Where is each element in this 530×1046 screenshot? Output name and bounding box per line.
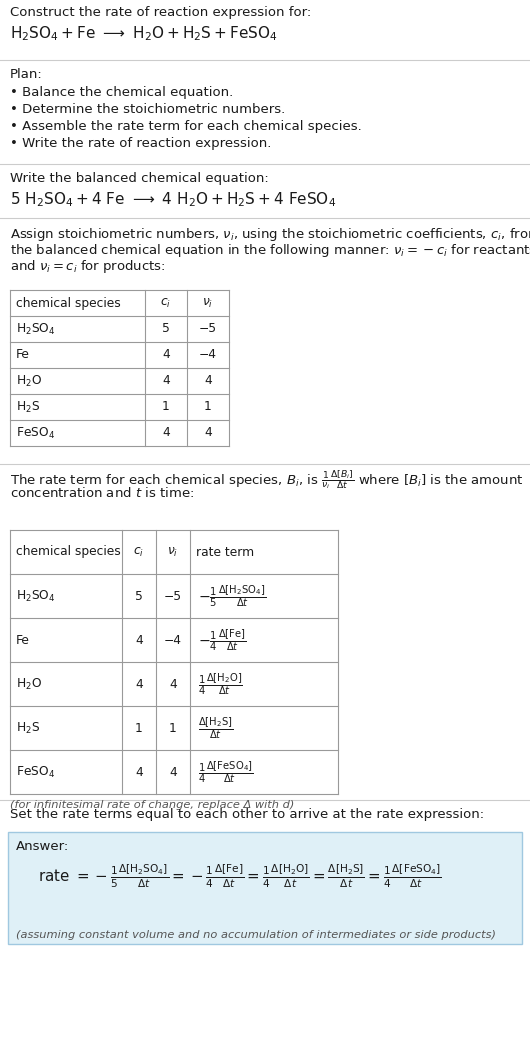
Text: (assuming constant volume and no accumulation of intermediates or side products): (assuming constant volume and no accumul… xyxy=(16,930,496,940)
Text: 4: 4 xyxy=(162,348,170,362)
Text: chemical species: chemical species xyxy=(16,546,121,559)
Text: 1: 1 xyxy=(135,722,143,734)
Text: Fe: Fe xyxy=(16,634,30,646)
Text: (for infinitesimal rate of change, replace Δ with d): (for infinitesimal rate of change, repla… xyxy=(10,800,294,810)
Text: $\mathrm{H_2SO_4}$: $\mathrm{H_2SO_4}$ xyxy=(16,321,56,337)
Text: $c_i$: $c_i$ xyxy=(134,545,145,559)
Text: 5: 5 xyxy=(135,590,143,602)
Text: 1: 1 xyxy=(162,401,170,413)
Text: −5: −5 xyxy=(164,590,182,602)
Text: • Write the rate of reaction expression.: • Write the rate of reaction expression. xyxy=(10,137,271,150)
Text: chemical species: chemical species xyxy=(16,296,121,310)
FancyBboxPatch shape xyxy=(8,832,522,943)
Text: rate term: rate term xyxy=(196,546,254,559)
Text: 4: 4 xyxy=(135,634,143,646)
Text: $\mathrm{H_2S}$: $\mathrm{H_2S}$ xyxy=(16,400,40,414)
Text: 1: 1 xyxy=(169,722,177,734)
Text: 4: 4 xyxy=(135,766,143,778)
Text: 4: 4 xyxy=(162,427,170,439)
Text: $\mathrm{FeSO_4}$: $\mathrm{FeSO_4}$ xyxy=(16,765,55,779)
Text: $\nu_i$: $\nu_i$ xyxy=(167,545,179,559)
Text: Set the rate terms equal to each other to arrive at the rate expression:: Set the rate terms equal to each other t… xyxy=(10,808,484,821)
Text: 4: 4 xyxy=(162,374,170,387)
Text: Answer:: Answer: xyxy=(16,840,69,852)
Text: 4: 4 xyxy=(169,678,177,690)
Text: $\mathrm{H_2O}$: $\mathrm{H_2O}$ xyxy=(16,373,42,388)
Text: $\mathrm{FeSO_4}$: $\mathrm{FeSO_4}$ xyxy=(16,426,55,440)
Text: −4: −4 xyxy=(164,634,182,646)
Text: Fe: Fe xyxy=(16,348,30,362)
Text: $-\frac{1}{5}\frac{\Delta[\mathrm{H_2SO_4}]}{\Delta t}$: $-\frac{1}{5}\frac{\Delta[\mathrm{H_2SO_… xyxy=(198,583,266,609)
Text: $\mathrm{H_2S}$: $\mathrm{H_2S}$ xyxy=(16,721,40,735)
Text: 4: 4 xyxy=(204,427,212,439)
Text: • Determine the stoichiometric numbers.: • Determine the stoichiometric numbers. xyxy=(10,103,285,116)
Text: −4: −4 xyxy=(199,348,217,362)
Text: 4: 4 xyxy=(169,766,177,778)
Text: $-\frac{1}{4}\frac{\Delta[\mathrm{Fe}]}{\Delta t}$: $-\frac{1}{4}\frac{\Delta[\mathrm{Fe}]}{… xyxy=(198,627,246,653)
Text: Assign stoichiometric numbers, $\nu_i$, using the stoichiometric coefficients, $: Assign stoichiometric numbers, $\nu_i$, … xyxy=(10,226,530,243)
Text: 4: 4 xyxy=(204,374,212,387)
Text: $\mathrm{H_2SO_4 + Fe\ \longrightarrow\ H_2O + H_2S + FeSO_4}$: $\mathrm{H_2SO_4 + Fe\ \longrightarrow\ … xyxy=(10,24,278,43)
Text: concentration and $t$ is time:: concentration and $t$ is time: xyxy=(10,486,194,500)
Text: $c_i$: $c_i$ xyxy=(161,296,172,310)
Text: Plan:: Plan: xyxy=(10,68,43,81)
Text: $\frac{1}{4}\frac{\Delta[\mathrm{H_2O}]}{\Delta t}$: $\frac{1}{4}\frac{\Delta[\mathrm{H_2O}]}… xyxy=(198,672,243,697)
Text: $\mathrm{H_2SO_4}$: $\mathrm{H_2SO_4}$ xyxy=(16,589,56,604)
Text: 4: 4 xyxy=(135,678,143,690)
Text: • Balance the chemical equation.: • Balance the chemical equation. xyxy=(10,86,233,99)
Text: $\nu_i$: $\nu_i$ xyxy=(202,296,214,310)
Text: The rate term for each chemical species, $B_i$, is $\frac{1}{\nu_i}\frac{\Delta : The rate term for each chemical species,… xyxy=(10,468,524,491)
Text: 1: 1 xyxy=(204,401,212,413)
Text: • Assemble the rate term for each chemical species.: • Assemble the rate term for each chemic… xyxy=(10,120,362,133)
Text: −5: −5 xyxy=(199,322,217,336)
Text: Write the balanced chemical equation:: Write the balanced chemical equation: xyxy=(10,172,269,185)
Text: rate $= -\frac{1}{5}\frac{\Delta[\mathrm{H_2SO_4}]}{\Delta t}= -\frac{1}{4}\frac: rate $= -\frac{1}{5}\frac{\Delta[\mathrm… xyxy=(38,862,441,889)
Text: $\frac{\Delta[\mathrm{H_2S}]}{\Delta t}$: $\frac{\Delta[\mathrm{H_2S}]}{\Delta t}$ xyxy=(198,715,233,741)
Text: and $\nu_i = c_i$ for products:: and $\nu_i = c_i$ for products: xyxy=(10,258,165,275)
Text: $\mathrm{5\ H_2SO_4 + 4\ Fe\ \longrightarrow\ 4\ H_2O + H_2S + 4\ FeSO_4}$: $\mathrm{5\ H_2SO_4 + 4\ Fe\ \longrighta… xyxy=(10,190,336,209)
Text: the balanced chemical equation in the following manner: $\nu_i = -c_i$ for react: the balanced chemical equation in the fo… xyxy=(10,242,530,259)
Text: Construct the rate of reaction expression for:: Construct the rate of reaction expressio… xyxy=(10,6,311,19)
Text: $\mathrm{H_2O}$: $\mathrm{H_2O}$ xyxy=(16,677,42,691)
Text: $\frac{1}{4}\frac{\Delta[\mathrm{FeSO_4}]}{\Delta t}$: $\frac{1}{4}\frac{\Delta[\mathrm{FeSO_4}… xyxy=(198,759,254,784)
Text: 5: 5 xyxy=(162,322,170,336)
